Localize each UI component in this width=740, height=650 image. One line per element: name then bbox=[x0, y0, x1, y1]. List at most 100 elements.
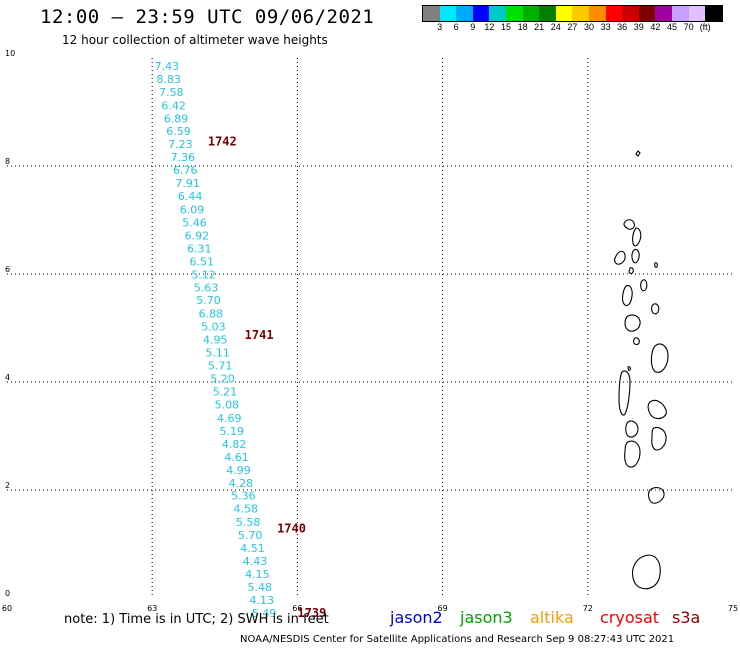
color-swatch bbox=[423, 6, 440, 21]
x-tick-label: 69 bbox=[438, 604, 448, 613]
color-scale-labels: 3 6 9 12 15 18 21 24 27 30 33 36 39 42 45 70 (ft) bbox=[422, 22, 740, 34]
x-tick-label: 63 bbox=[147, 604, 157, 613]
color-swatch bbox=[605, 6, 623, 21]
x-tick-label: 75 bbox=[728, 604, 738, 613]
island-outline bbox=[621, 285, 633, 307]
island-outline bbox=[627, 366, 631, 371]
credit-line: NOAA/NESDIS Center for Satellite Applica… bbox=[240, 634, 675, 645]
color-swatch bbox=[539, 6, 556, 21]
color-swatch bbox=[572, 6, 589, 21]
island-outline bbox=[650, 343, 669, 373]
axis-tick-labels: 60 63 66 69 72 75 0 2 4 6 8 10 bbox=[2, 49, 738, 613]
color-swatch bbox=[638, 6, 656, 21]
color-swatch bbox=[489, 6, 506, 21]
wave-height-value: 7.43 bbox=[155, 60, 180, 73]
color-swatch bbox=[671, 6, 689, 21]
satellite-altika: altika bbox=[530, 608, 574, 627]
wave-height-value: 7.91 bbox=[175, 177, 200, 190]
satellite-jason2: jason2 bbox=[390, 608, 443, 627]
wave-height-value: 6.44 bbox=[178, 190, 203, 203]
y-tick-label: 6 bbox=[5, 265, 10, 274]
wave-height-value: 8.83 bbox=[157, 73, 182, 86]
island-outline bbox=[625, 420, 639, 438]
color-swatch bbox=[555, 6, 573, 21]
color-swatch bbox=[522, 6, 540, 21]
color-scale-label: 21 bbox=[534, 22, 545, 32]
color-scale-label: 6 bbox=[453, 22, 459, 32]
color-scale-label: 18 bbox=[517, 22, 528, 32]
wave-height-value: 6.76 bbox=[173, 164, 198, 177]
wave-height-value: 6.31 bbox=[187, 242, 212, 255]
wave-height-value: 6.09 bbox=[180, 204, 205, 217]
island-outline bbox=[651, 303, 660, 315]
wave-height-value: 6.89 bbox=[164, 112, 189, 125]
wave-height-value: 4.51 bbox=[240, 542, 265, 555]
wave-height-value: 6.92 bbox=[185, 229, 210, 242]
color-scale-label: 36 bbox=[617, 22, 628, 32]
footnote: note: 1) Time is in UTC; 2) SWH is in fe… bbox=[64, 612, 329, 627]
island-outline bbox=[651, 426, 667, 451]
wave-height-value: 4.43 bbox=[243, 555, 268, 568]
orbit-label: 1740 bbox=[277, 522, 306, 536]
y-tick-label: 0 bbox=[5, 589, 10, 598]
wave-height-value: 4.15 bbox=[245, 568, 269, 581]
wave-height-value: 5.11 bbox=[205, 347, 230, 360]
wave-height-value: 6.51 bbox=[189, 255, 214, 268]
color-scale-bar bbox=[422, 5, 723, 22]
x-tick-label: 72 bbox=[583, 604, 593, 613]
color-scale-label: 45 bbox=[666, 22, 678, 32]
map-grid bbox=[7, 58, 733, 598]
x-tick-label: 66 bbox=[292, 604, 302, 613]
color-scale-label: (ft) bbox=[699, 22, 711, 32]
x-tick-label: 60 bbox=[2, 604, 12, 613]
color-scale-label: 30 bbox=[583, 22, 595, 32]
wave-height-value: 5.08 bbox=[215, 398, 240, 411]
wave-height-value: 4.13 bbox=[249, 594, 274, 607]
wave-height-value: 5.12 bbox=[191, 268, 216, 281]
y-tick-label: 8 bbox=[5, 157, 10, 166]
orbit-label: 1741 bbox=[245, 328, 274, 342]
island-outline bbox=[618, 370, 631, 416]
wave-height-value: 4.95 bbox=[203, 334, 228, 347]
orbit-number-labels: 1742 1741 1740 1739 bbox=[208, 134, 326, 619]
wave-height-value: 4.28 bbox=[229, 477, 254, 490]
color-swatch bbox=[472, 6, 490, 21]
color-swatch bbox=[456, 6, 473, 21]
island-outline bbox=[624, 314, 641, 332]
satellite-s3a: s3a bbox=[672, 608, 701, 627]
wave-height-value: 5.71 bbox=[208, 360, 233, 373]
color-swatch bbox=[439, 6, 457, 21]
color-scale-label: 39 bbox=[633, 22, 644, 32]
satellite-cryosat: cryosat bbox=[600, 608, 660, 627]
y-tick-label: 10 bbox=[5, 49, 15, 58]
wave-height-value: 5.70 bbox=[238, 529, 262, 542]
color-scale-label: 33 bbox=[600, 22, 611, 32]
wave-height-value: 6.42 bbox=[161, 99, 186, 112]
page-subtitle: 12 hour collection of altimeter wave hei… bbox=[62, 33, 328, 47]
color-scale-label: 9 bbox=[470, 22, 476, 32]
wave-height-value: 5.58 bbox=[236, 516, 261, 529]
island-outline bbox=[628, 267, 634, 275]
island-outline bbox=[623, 219, 635, 230]
color-swatch bbox=[705, 6, 722, 21]
island-outline bbox=[654, 262, 658, 268]
wave-height-value: 5.20 bbox=[210, 373, 235, 386]
wave-height-value: 7.23 bbox=[168, 138, 193, 151]
color-scale-label: 15 bbox=[500, 22, 512, 32]
island-outline bbox=[633, 337, 640, 346]
wave-height-value: 5.63 bbox=[194, 281, 219, 294]
wave-height-value: 4.69 bbox=[217, 412, 242, 425]
wave-height-value: 5.49 bbox=[252, 607, 276, 620]
color-swatch bbox=[505, 6, 523, 21]
color-swatch bbox=[622, 6, 639, 21]
color-swatch bbox=[588, 6, 606, 21]
island-outline bbox=[624, 440, 641, 468]
wave-height-value: 6.88 bbox=[199, 308, 224, 321]
island-outline bbox=[631, 554, 661, 590]
wave-height-value: 4.82 bbox=[222, 438, 247, 451]
orbit-label: 1739 bbox=[297, 606, 326, 620]
wave-height-value: 5.36 bbox=[231, 490, 256, 503]
orbit-label: 1742 bbox=[208, 134, 237, 148]
wave-height-value: 4.61 bbox=[224, 451, 249, 464]
page-title: 12:00 – 23:59 UTC 09/06/2021 bbox=[40, 6, 375, 28]
